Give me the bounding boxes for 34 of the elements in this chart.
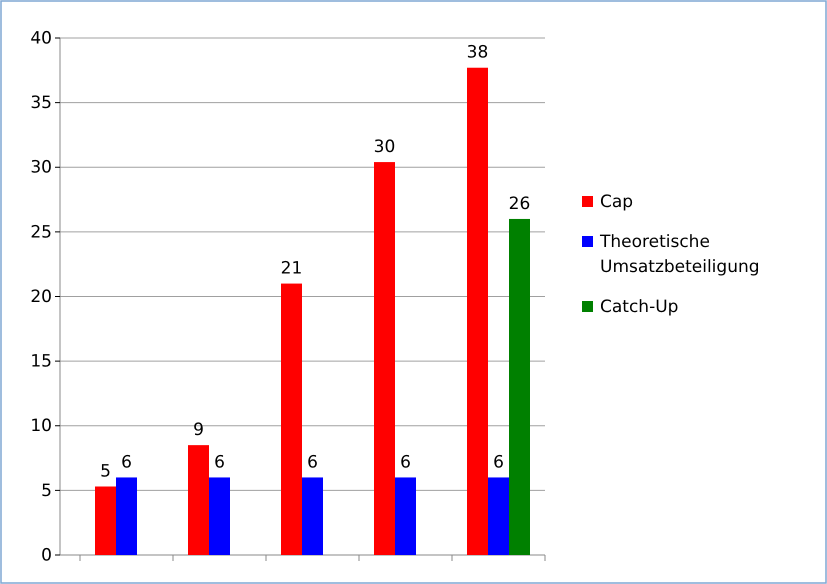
legend-label: Cap [600, 192, 634, 212]
y-tick-label: 25 [30, 222, 52, 242]
bar [302, 477, 323, 555]
bar [116, 477, 137, 555]
y-tick-label: 5 [41, 480, 52, 501]
data-label: 9 [193, 420, 204, 440]
y-tick-label: 20 [30, 286, 52, 307]
data-label: 30 [374, 137, 396, 158]
y-tick-label: 40 [30, 28, 52, 48]
data-label: 38 [466, 42, 488, 63]
y-tick-label: 10 [30, 416, 52, 436]
y-tick-label: 35 [30, 93, 52, 114]
bar [188, 445, 209, 555]
data-label: 6 [214, 452, 225, 472]
bar [467, 68, 488, 555]
bar [488, 477, 509, 555]
bar [209, 477, 230, 555]
bar [395, 477, 416, 555]
bar [509, 218, 530, 555]
bar [95, 486, 116, 555]
legend-label: Theoretische Umsatzbeteiligung [599, 232, 760, 277]
legend-label: Catch-Up [600, 297, 678, 317]
data-label: 6 [400, 452, 411, 472]
data-label: 5 [100, 461, 111, 482]
bar [281, 284, 302, 555]
data-label: 6 [493, 452, 504, 472]
data-label: 6 [121, 452, 132, 472]
data-label: 21 [280, 258, 302, 279]
bar [374, 162, 395, 555]
y-tick-label: 15 [30, 352, 52, 372]
y-tick-label: 30 [30, 158, 52, 178]
data-label: 6 [307, 452, 318, 472]
data-label: 26 [508, 194, 530, 214]
y-tick-label: 0 [41, 545, 52, 566]
